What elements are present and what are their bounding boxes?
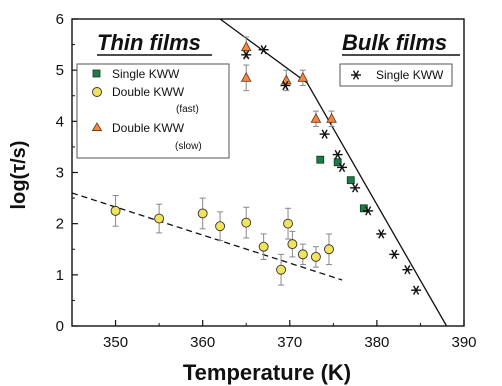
annotation-thin-films: Thin films <box>97 30 201 55</box>
dashed-fit-line <box>71 192 343 281</box>
legend-entry-slow-sub: (slow) <box>175 141 202 152</box>
x-tick-label: 380 <box>364 334 389 351</box>
legend-bulk-box <box>339 63 453 87</box>
legend-entry-double-kww-slow: Double KWW <box>112 121 185 135</box>
double-kww-slow-point <box>310 112 322 123</box>
legend-entry-single-kww-bulk: Single KWW <box>376 68 444 82</box>
single-kww-bulk-point <box>363 206 374 216</box>
double-kww-fast-point <box>241 217 252 228</box>
axes: 350 360 370 380 390 0 1 2 3 4 5 6 <box>56 11 477 351</box>
y-tick-label: 4 <box>56 113 64 130</box>
asterisk-stroke <box>321 129 328 139</box>
solid-fit-line <box>219 18 448 327</box>
y-tick-label: 2 <box>56 216 64 233</box>
asterisk-stroke <box>334 149 341 160</box>
single-kww-bulk-point <box>319 129 330 139</box>
double-kww-fast-point <box>287 239 298 250</box>
legend-asterisk-glyph <box>351 70 361 80</box>
x-tick-label: 360 <box>190 334 215 351</box>
single-kww-bulk-point <box>376 229 387 239</box>
legend-circle-marker <box>92 87 102 97</box>
asterisk-stroke <box>404 265 411 275</box>
data-points <box>110 41 422 295</box>
single-kww-bulk-point <box>332 149 343 160</box>
y-tick-label: 5 <box>56 62 64 79</box>
y-tick-label: 1 <box>56 267 64 284</box>
double-kww-fast-point <box>258 241 269 252</box>
y-axis-title: log(τ/s) <box>8 141 30 210</box>
single-kww-thin-point <box>346 176 355 185</box>
legend-triangle-marker <box>91 122 103 131</box>
double-kww-slow-point <box>240 71 252 82</box>
double-kww-fast-point <box>276 264 287 275</box>
x-axis-title: Temperature (K) <box>183 360 351 385</box>
x-tick-label: 390 <box>451 334 476 351</box>
asterisk-stroke <box>338 162 346 173</box>
single-kww-thin-point <box>333 158 342 167</box>
double-kww-slow-point <box>326 112 337 123</box>
asterisk-stroke <box>243 50 250 60</box>
legend-entry-fast-sub: (fast) <box>176 104 199 115</box>
asterisk-stroke <box>352 70 360 80</box>
single-kww-bulk-point <box>389 249 400 260</box>
legend-entry-single-kww-thin: Single KWW <box>112 67 180 81</box>
annotation-bulk-films: Bulk films <box>342 30 447 55</box>
single-kww-bulk-point <box>258 45 269 55</box>
double-kww-slow-point <box>240 41 252 52</box>
asterisk-stroke <box>391 249 398 260</box>
single-kww-bulk-point <box>241 50 252 60</box>
double-kww-fast-point <box>197 208 208 219</box>
single-kww-bulk-point <box>350 183 361 193</box>
fit-lines <box>71 18 448 327</box>
single-kww-bulk-point <box>411 285 422 295</box>
asterisk-stroke <box>352 183 359 193</box>
single-kww-bulk-point <box>337 162 348 173</box>
single-kww-bulk-point <box>280 80 291 91</box>
double-kww-fast-point <box>310 251 321 262</box>
asterisk-stroke <box>412 285 420 295</box>
double-kww-fast-point <box>297 249 308 260</box>
single-kww-thin-point <box>316 155 325 164</box>
double-kww-fast-point <box>283 218 293 229</box>
x-tick-label: 350 <box>103 334 128 351</box>
y-tick-label: 3 <box>56 165 64 182</box>
legend-bulk: Single KWW <box>339 63 453 87</box>
double-kww-slow-point <box>297 71 309 82</box>
asterisk-stroke <box>365 206 372 216</box>
legend-square-marker <box>92 69 101 78</box>
single-kww-bulk-point <box>402 265 413 275</box>
y-tick-label: 0 <box>56 318 64 335</box>
x-tick-label: 370 <box>277 334 302 351</box>
legend-asterisk-marker <box>351 70 361 80</box>
legend-thin-box <box>76 63 230 159</box>
asterisk-stroke <box>378 229 385 239</box>
double-kww-fast-point <box>215 221 226 232</box>
double-kww-fast-point <box>324 244 334 255</box>
legend-thin: Single KWW Double KWW (fast) Double KWW … <box>76 63 230 159</box>
double-kww-fast-point <box>154 213 165 224</box>
asterisk-stroke <box>260 45 267 55</box>
legend-entry-double-kww-fast: Double KWW <box>112 85 185 99</box>
y-tick-label: 6 <box>56 11 64 28</box>
double-kww-fast-point <box>110 205 121 216</box>
asterisk-stroke <box>282 80 289 91</box>
